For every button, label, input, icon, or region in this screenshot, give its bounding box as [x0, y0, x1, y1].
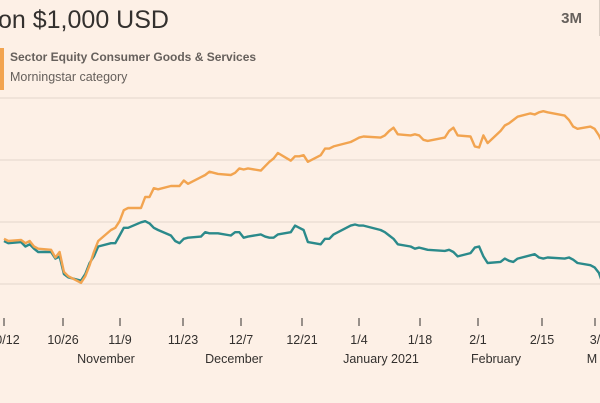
x-month-label-3: February	[471, 352, 522, 366]
x-tick-label-8: 2/1	[469, 333, 486, 347]
x-tick-label-1: 10/26	[47, 333, 78, 347]
x-tick-label-3: 11/23	[168, 333, 198, 347]
legend-swatch-category	[0, 48, 4, 90]
x-tick-label-0: 10/12	[0, 333, 20, 347]
legend-series-subtitle: Morningstar category	[10, 70, 128, 84]
x-axis-months: November December January 2021 February M	[77, 352, 597, 366]
x-tick-label-5: 12/21	[286, 333, 317, 347]
x-tick-label-7: 1/18	[408, 333, 432, 347]
x-tick-label-4: 12/7	[229, 333, 253, 347]
chart-lines	[3, 110, 600, 284]
x-tick-label-6: 1/4	[350, 333, 367, 347]
chart-grid	[0, 97, 600, 285]
x-month-label-1: December	[205, 352, 263, 366]
x-month-label-0: November	[77, 352, 135, 366]
range-3m-button[interactable]: 3M	[561, 10, 582, 27]
x-tick-label-2: 11/9	[108, 333, 131, 347]
x-axis-ticks: 10/12 10/26 11/9 11/23 12/7 12/21 1/4 1/18 2/1 2/…	[0, 318, 600, 347]
series-line-fund	[3, 220, 600, 282]
x-tick-label-10: 3/	[590, 333, 600, 347]
x-month-label-4: M	[587, 352, 597, 366]
chart-title: on $1,000 USD	[0, 6, 169, 34]
x-month-label-2: January 2021	[343, 352, 419, 366]
series-line-category	[3, 110, 600, 284]
legend-series-name: Sector Equity Consumer Goods & Services	[10, 50, 257, 64]
x-tick-label-9: 2/15	[530, 333, 554, 347]
